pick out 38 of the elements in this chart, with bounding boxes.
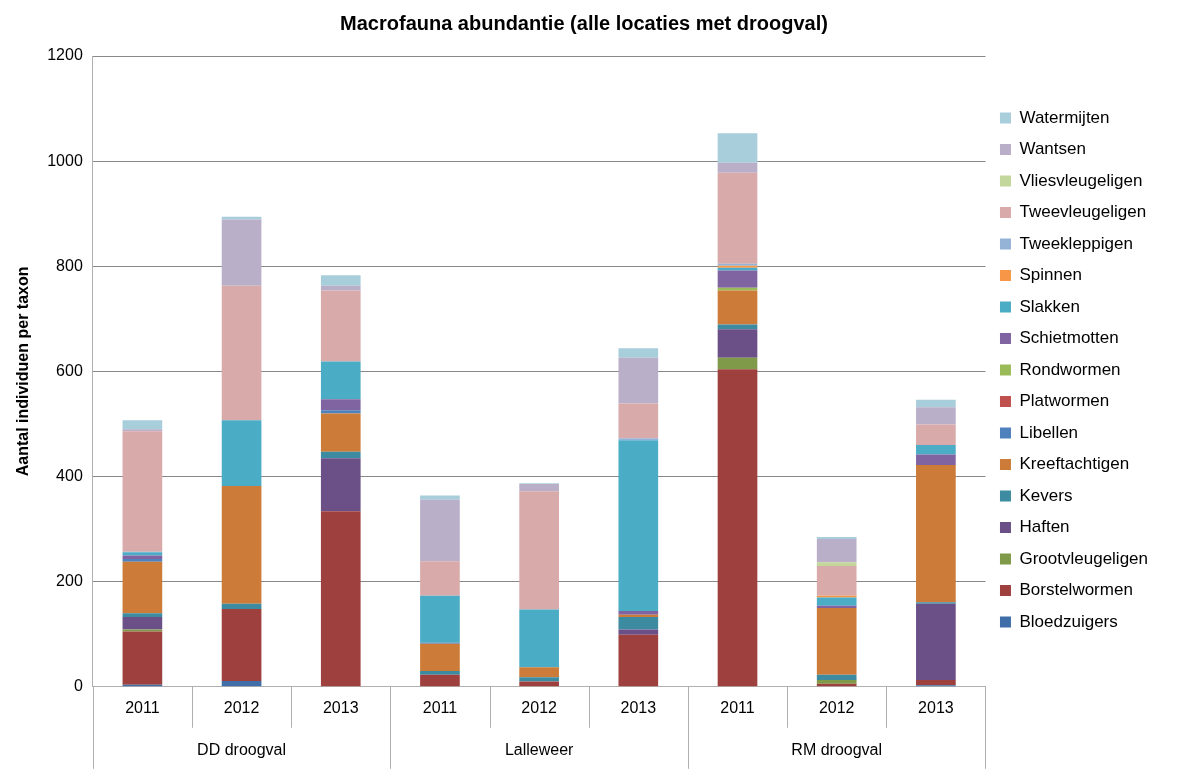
text: Lalleweer bbox=[504, 741, 575, 759]
legend-label: Slakken bbox=[1019, 296, 1080, 316]
x-tick-label: 2013 bbox=[322, 698, 359, 716]
legend-label: Haften bbox=[1019, 517, 1070, 537]
y-tick-label: 1200 bbox=[47, 46, 83, 64]
legend-label: Borstelwormen bbox=[1019, 580, 1133, 600]
x-tick-label: 2011 bbox=[422, 698, 458, 716]
y-axis-title: Aantal individuen per taxon bbox=[14, 266, 32, 477]
x-tick-label: 2013 bbox=[918, 698, 954, 716]
x-tick-label: 2012 bbox=[223, 698, 260, 716]
legend-label: Platwormen bbox=[1019, 391, 1110, 411]
legend-label: Grootvleugeligen bbox=[1019, 548, 1148, 568]
y-tick-label: 200 bbox=[56, 572, 83, 590]
chart-title: Macrofauna abundantie (alle locaties met droogval) bbox=[340, 11, 828, 34]
legend-label: Tweevleugeligen bbox=[1019, 202, 1147, 222]
y-tick-label: 0 bbox=[73, 677, 83, 695]
legend-label: Watermijten bbox=[1019, 107, 1110, 127]
x-tick-label: 2011 bbox=[720, 698, 755, 716]
legend-label: Schietmotten bbox=[1019, 328, 1119, 348]
legend-label: Bloedzuigers bbox=[1019, 611, 1118, 631]
legend-label: Vliesvleugeligen bbox=[1019, 170, 1143, 190]
text: DD droogval bbox=[197, 741, 287, 759]
y-tick-label: 400 bbox=[56, 466, 83, 484]
text: RM droogval bbox=[791, 741, 883, 759]
legend-label: Kreeftachtigen bbox=[1019, 454, 1130, 474]
legend-label: Spinnen bbox=[1019, 265, 1082, 285]
x-tick-label: 2012 bbox=[521, 698, 558, 716]
legend-label: Wantsen bbox=[1019, 139, 1086, 159]
x-tick-label: 2011 bbox=[125, 698, 160, 716]
legend-label: Kevers bbox=[1019, 485, 1073, 505]
legend-label: Rondwormen bbox=[1019, 359, 1121, 379]
legend-label: Tweekleppigen bbox=[1019, 233, 1133, 253]
x-tick-label: 2013 bbox=[620, 698, 657, 716]
x-tick-label: 2012 bbox=[818, 698, 855, 716]
legend-label: Libellen bbox=[1019, 422, 1079, 442]
y-tick-label: 800 bbox=[56, 256, 83, 274]
y-tick-label: 600 bbox=[56, 361, 83, 379]
y-tick-label: 1000 bbox=[47, 151, 83, 169]
